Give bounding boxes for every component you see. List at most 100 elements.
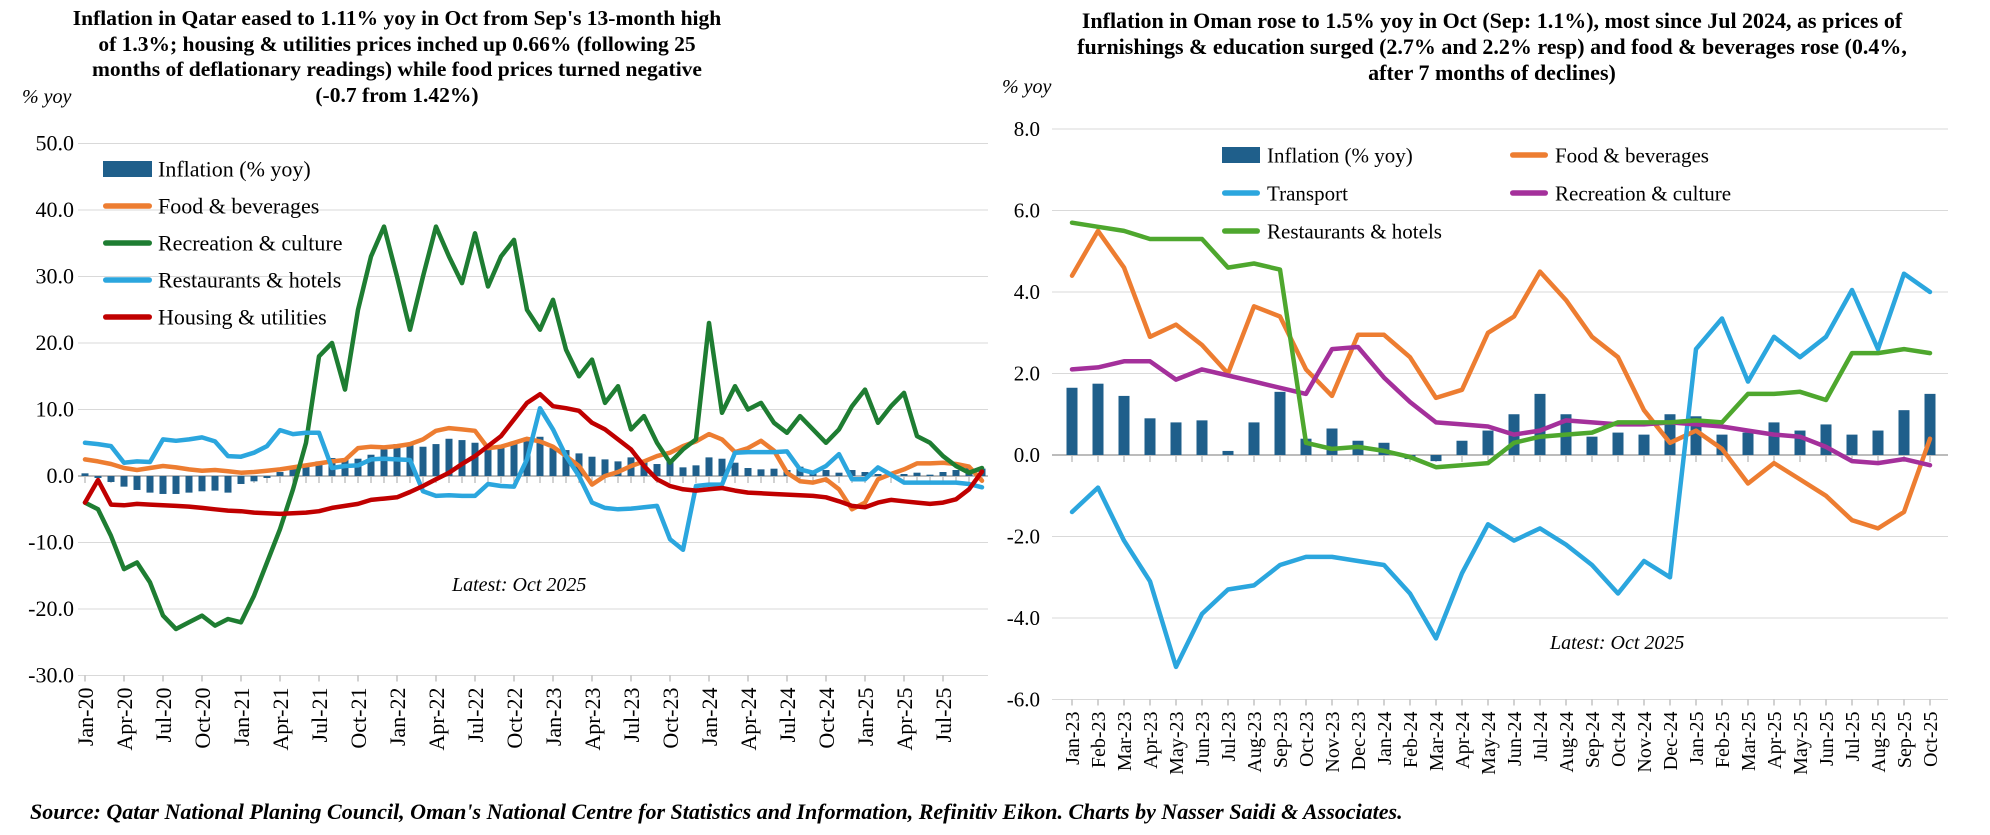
y-tick-label: 20.0 [36, 330, 75, 355]
bar [536, 436, 544, 476]
bar [107, 476, 115, 482]
bar [1118, 395, 1130, 455]
x-tick-label: Jul-21 [307, 688, 332, 743]
bar [705, 457, 713, 476]
x-tick-label: May-23 [1166, 712, 1188, 775]
bar [835, 472, 843, 476]
y-tick-label: -4.0 [1007, 606, 1040, 630]
bar [81, 473, 89, 476]
x-tick-label: Oct-21 [346, 688, 371, 749]
source-note: Source: Qatar National Planing Council, … [30, 799, 1403, 824]
bar [1196, 420, 1208, 455]
bar [263, 476, 271, 478]
bar [1534, 393, 1546, 455]
x-tick-label: Apr-23 [580, 688, 605, 751]
bar [432, 444, 440, 476]
legend-item-food-beverages: Food & beverages [103, 194, 319, 219]
bar [445, 438, 453, 476]
oman-food-beverages-line [1069, 228, 1933, 531]
bar [276, 472, 284, 476]
qatar-chart-title: Inflation in Qatar eased to 1.11% yoy in… [72, 6, 722, 107]
bar [471, 442, 479, 476]
legend-swatch-bar [1222, 147, 1260, 163]
bar [1924, 393, 1936, 455]
x-tick-label: Oct-25 [1920, 712, 1942, 768]
legend-swatch-line [1222, 190, 1260, 196]
bar [822, 470, 830, 476]
legend-item-transport: Transport [1222, 182, 1348, 206]
legend-swatch-line [103, 277, 152, 283]
legend-item-restaurants-hotels: Restaurants & hotels [1222, 220, 1442, 244]
oman-latest-annotation: Latest: Oct 2025 [1550, 632, 1685, 654]
x-tick-label: Jan-20 [73, 688, 98, 747]
qatar-latest-annotation: Latest: Oct 2025 [452, 574, 587, 596]
bar [1456, 440, 1468, 455]
legend-swatch-bar [103, 161, 152, 177]
bar [159, 476, 167, 494]
x-tick-label: Aug-23 [1244, 712, 1266, 773]
legend-label: Housing & utilities [158, 305, 327, 330]
bar [1092, 383, 1104, 455]
bar [1638, 434, 1650, 455]
bar [679, 467, 687, 476]
x-tick-label: May-25 [1790, 712, 1812, 775]
x-tick-label: Dec-23 [1348, 712, 1370, 771]
qatar-y-axis-unit: % yoy [22, 86, 72, 108]
bar [1716, 434, 1728, 455]
y-tick-label: 6.0 [1014, 199, 1040, 223]
bar [224, 476, 232, 493]
charts-canvas: 50.040.030.020.010.00.0-10.0-20.0-30.0Ja… [28, 117, 1948, 775]
x-tick-label: Apr-24 [736, 688, 761, 751]
bar [601, 459, 609, 476]
x-tick-label: Apr-25 [892, 688, 917, 751]
legend-label: Food & beverages [1555, 144, 1709, 168]
bar [653, 464, 661, 476]
bar [1742, 432, 1754, 455]
bar [1274, 391, 1286, 455]
x-tick-label: Jan-24 [1374, 712, 1396, 765]
x-tick-label: Sep-23 [1270, 712, 1292, 769]
bar [757, 469, 765, 476]
x-tick-label: Sep-25 [1894, 712, 1916, 769]
x-tick-label: Apr-21 [268, 688, 293, 751]
bar [1664, 414, 1676, 455]
x-tick-label: Apr-25 [1764, 712, 1786, 769]
x-tick-label: Nov-24 [1634, 712, 1656, 773]
x-tick-label: Oct-24 [1608, 712, 1630, 768]
x-tick-label: Aug-25 [1868, 712, 1890, 773]
bar [1144, 418, 1156, 455]
x-tick-label: Jan-25 [1686, 712, 1708, 765]
bar [1690, 416, 1702, 455]
x-tick-label: Jul-24 [775, 688, 800, 743]
x-tick-label: Jul-24 [1530, 712, 1552, 762]
bar [926, 474, 934, 476]
x-tick-label: Apr-20 [112, 688, 137, 751]
bar [1768, 422, 1780, 455]
y-tick-label: -20.0 [28, 596, 74, 621]
legend-swatch-line [1510, 190, 1548, 196]
bar [848, 470, 856, 476]
legend-swatch-line [103, 203, 152, 209]
y-tick-label: -6.0 [1007, 688, 1040, 712]
bar [861, 472, 869, 476]
x-tick-label: Jun-24 [1504, 712, 1526, 766]
oman-chart-title: Inflation in Oman rose to 1.5% yoy in Oc… [1077, 8, 1907, 86]
legend-item-recreation-culture: Recreation & culture [1510, 182, 1731, 206]
x-tick-label: Oct-23 [658, 688, 683, 749]
x-tick-label: Mar-23 [1114, 712, 1136, 772]
bar [1170, 422, 1182, 455]
bar [94, 476, 102, 478]
x-tick-label: Oct-24 [814, 688, 839, 749]
y-tick-label: 10.0 [36, 397, 75, 422]
bar [731, 462, 739, 476]
bar [198, 476, 206, 492]
bar [1066, 387, 1078, 455]
bar [1430, 455, 1442, 462]
legend-label: Inflation (% yoy) [1267, 144, 1413, 168]
legend-label: Transport [1267, 182, 1348, 206]
qatar-housing-utilities-line [82, 391, 985, 517]
legend-label: Restaurants & hotels [158, 268, 341, 293]
legend-item-housing-utilities: Housing & utilities [103, 305, 327, 330]
y-tick-label: 0.0 [47, 463, 75, 488]
x-tick-label: Jan-25 [853, 688, 878, 747]
